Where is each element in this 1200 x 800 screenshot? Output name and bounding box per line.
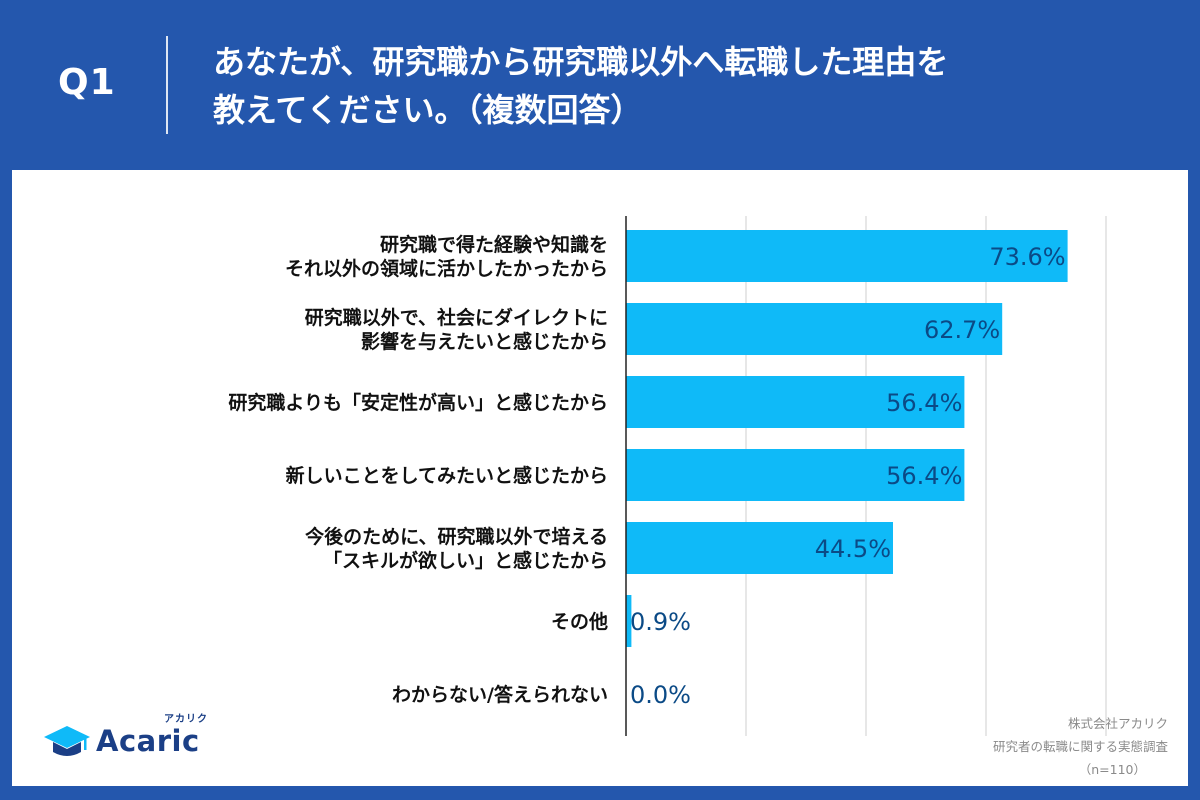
- category-label-4-line-1: 新しいことをしてみたいと感じたから: [286, 464, 608, 487]
- category-label-1-line-1: 研究職で得た経験や知識を: [380, 233, 608, 256]
- question-title-line-2: 教えてください。（複数回答）: [213, 91, 643, 129]
- question-title: あなたが、研究職から研究職以外へ転職した理由を 教えてください。（複数回答）: [213, 38, 1173, 134]
- credit-company: 株式会社アカリク: [1067, 716, 1168, 731]
- category-label-6-line-1: その他: [551, 610, 608, 633]
- value-label-2: 62.7%: [924, 316, 1000, 344]
- brand-name: Acaric: [96, 724, 200, 758]
- value-label-6: 0.9%: [630, 608, 691, 636]
- value-label-4: 56.4%: [886, 462, 962, 490]
- question-title-line-1: あなたが、研究職から研究職以外へ転職した理由を: [213, 43, 949, 81]
- brand-kana: アカリク: [164, 714, 208, 725]
- question-label: Q1: [58, 62, 116, 103]
- value-label-3: 56.4%: [886, 389, 962, 417]
- brand-logo: アカリク Acaric: [42, 714, 242, 764]
- value-label-5: 44.5%: [815, 535, 891, 563]
- chart-panel: 研究職で得た経験や知識を それ以外の領域に活かしたかったから 73.6% 研究職以外で…: [12, 170, 1188, 786]
- value-label-7: 0.0%: [630, 681, 691, 709]
- category-label-1-line-2: それ以外の領域に活かしたかったから: [285, 257, 608, 280]
- header: Q1 あなたが、研究職から研究職以外へ転職した理由を 教えてください。（複数回答…: [0, 0, 1200, 170]
- category-label-3-line-1: 研究職よりも「安定性が高い」と感じたから: [228, 391, 608, 414]
- bar-4: [626, 449, 965, 501]
- bar-6: [626, 595, 632, 647]
- graduation-cap-icon: [44, 726, 90, 756]
- bar-2: [626, 303, 1003, 355]
- credit-survey: 研究者の転職に関する実態調査: [992, 739, 1168, 754]
- category-label-5-line-1: 今後のために、研究職以外で培える: [304, 525, 608, 548]
- bar-1: [626, 230, 1068, 282]
- bar-3: [626, 376, 965, 428]
- value-label-1: 73.6%: [989, 243, 1065, 271]
- category-label-5-line-2: 「スキルが欲しい」と感じたから: [323, 549, 608, 572]
- header-divider: [166, 36, 168, 134]
- category-label-2-line-1: 研究職以外で、社会にダイレクトに: [305, 306, 608, 329]
- survey-credit: 株式会社アカリク 研究者の転職に関する実態調査 （n=110）: [993, 712, 1168, 781]
- bar-5: [626, 522, 893, 574]
- category-label-7-line-1: わからない/答えられない: [392, 683, 608, 706]
- credit-sample: （n=110）: [1078, 762, 1146, 777]
- category-label-2-line-2: 影響を与えたいと感じたから: [361, 330, 608, 353]
